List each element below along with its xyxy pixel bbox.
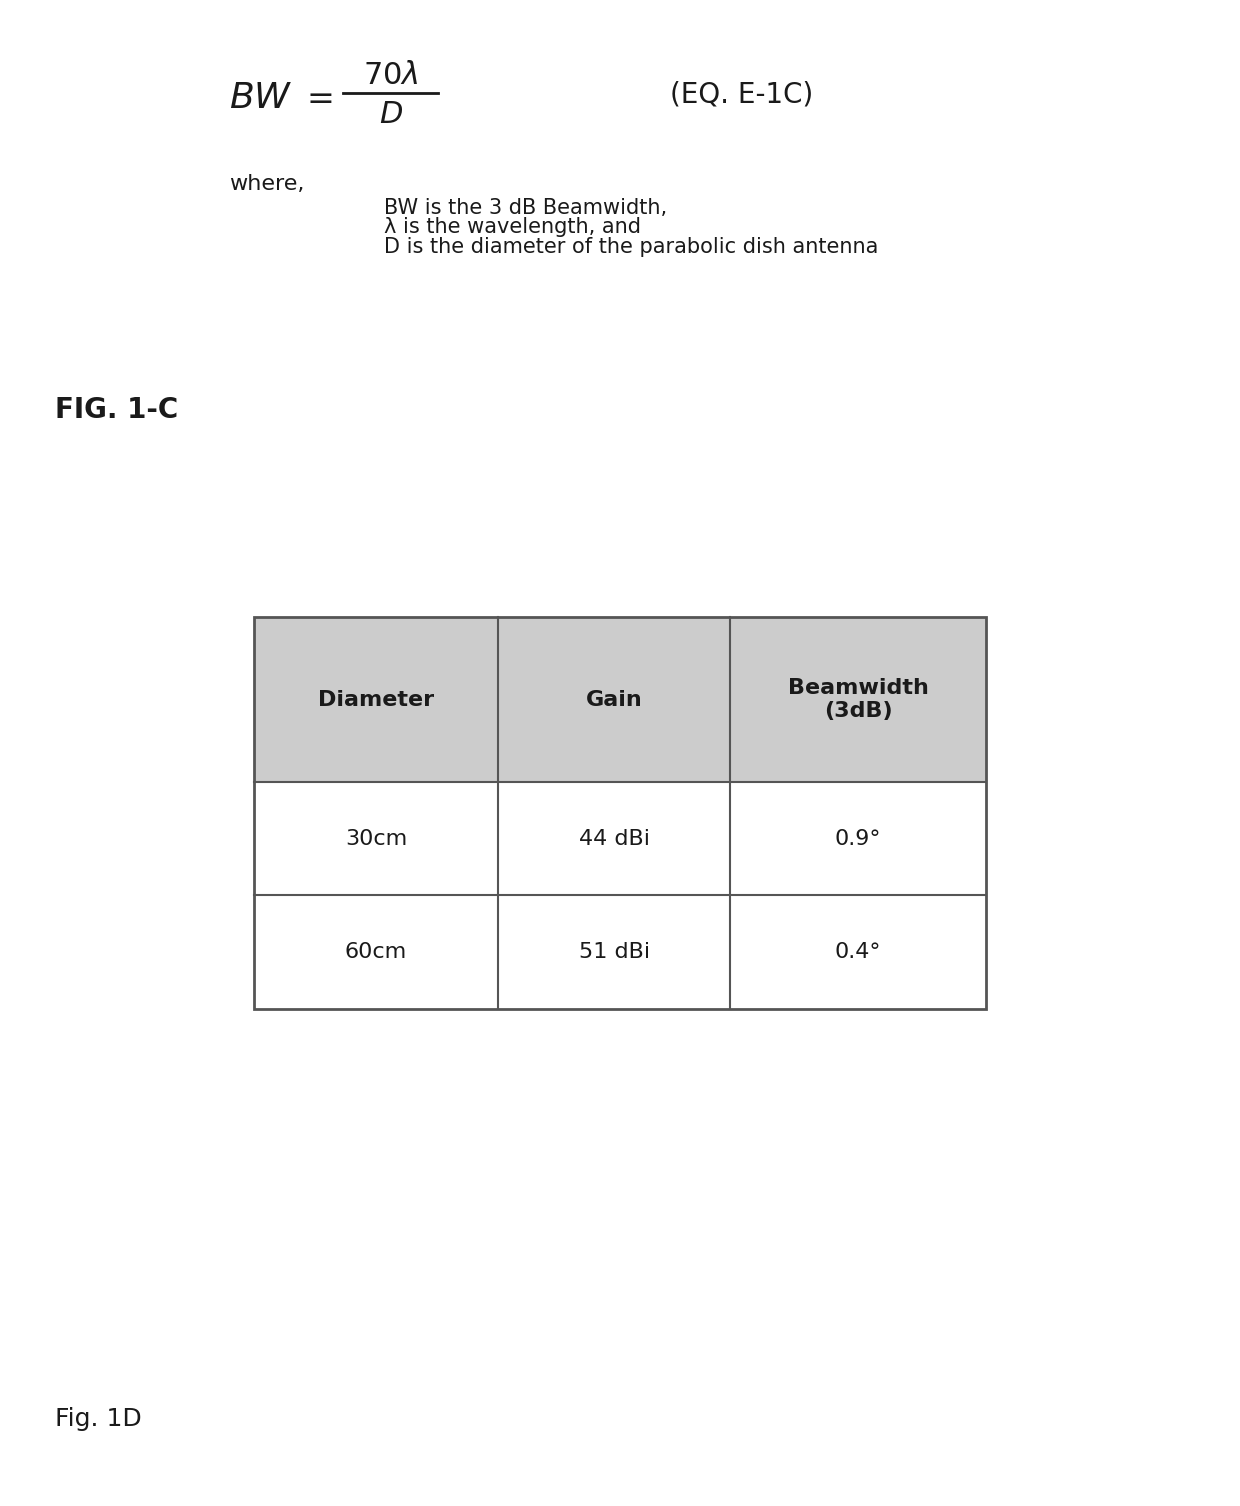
Text: 30cm: 30cm: [345, 828, 407, 849]
Bar: [254, 782, 986, 896]
Text: D is the diameter of the parabolic dish antenna: D is the diameter of the parabolic dish …: [384, 236, 879, 258]
Text: $70\lambda$: $70\lambda$: [363, 60, 418, 90]
Text: Gain: Gain: [585, 690, 642, 709]
Text: Beamwidth
(3dB): Beamwidth (3dB): [787, 678, 929, 721]
Text: 0.9°: 0.9°: [835, 828, 882, 849]
Bar: [254, 896, 986, 1009]
Text: BW is the 3 dB Beamwidth,: BW is the 3 dB Beamwidth,: [384, 197, 667, 218]
Text: Fig. 1D: Fig. 1D: [55, 1407, 141, 1431]
Bar: [254, 617, 986, 1009]
Text: λ is the wavelength, and: λ is the wavelength, and: [384, 217, 641, 238]
Text: 44 dBi: 44 dBi: [579, 828, 650, 849]
Bar: [254, 617, 986, 782]
Text: $\mathit{BW}$: $\mathit{BW}$: [229, 81, 293, 114]
Text: 51 dBi: 51 dBi: [579, 943, 650, 962]
Text: Diameter: Diameter: [317, 690, 434, 709]
Text: 60cm: 60cm: [345, 943, 407, 962]
Text: where,: where,: [229, 173, 305, 194]
Text: $\mathit{D}$: $\mathit{D}$: [378, 99, 403, 130]
Text: 0.4°: 0.4°: [835, 943, 882, 962]
Text: $=$: $=$: [300, 81, 332, 114]
Text: FIG. 1-C: FIG. 1-C: [55, 396, 177, 423]
Text: (EQ. E-1C): (EQ. E-1C): [670, 81, 813, 108]
